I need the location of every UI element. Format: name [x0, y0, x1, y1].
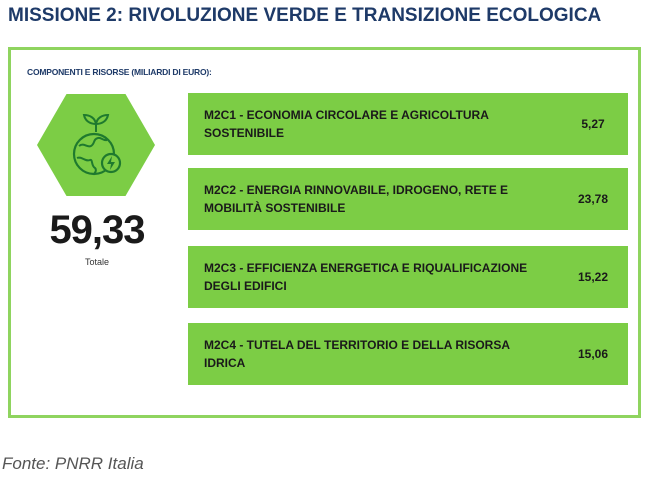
- row-value: 5,27: [581, 117, 605, 131]
- panel-subtitle: COMPONENTI E RISORSE (MILIARDI DI EURO):: [27, 67, 212, 77]
- eco-earth-energy-icon: [72, 113, 122, 176]
- row-label: M2C2 - ENERGIA RINNOVABILE, IDROGENO, RE…: [204, 183, 509, 215]
- table-row: M2C1 - ECONOMIA CIRCOLARE E AGRICOLTURA …: [188, 93, 628, 155]
- total-value: 59,33: [49, 208, 145, 252]
- row-value: 23,78: [577, 192, 609, 206]
- table-row: M2C2 - ENERGIA RINNOVABILE, IDROGENO, RE…: [188, 168, 628, 230]
- page-title: MISSIONE 2: RIVOLUZIONE VERDE E TRANSIZI…: [8, 5, 602, 26]
- hexagon-badge: [37, 94, 155, 196]
- total-label: Totale: [84, 257, 110, 267]
- infographic-panel: COMPONENTI E RISORSE (MILIARDI DI EURO):…: [8, 47, 641, 418]
- source-note: Fonte: PNRR Italia: [2, 454, 144, 473]
- row-label: M2C1 - ECONOMIA CIRCOLARE E AGRICOLTURA …: [204, 108, 489, 140]
- row-label: M2C3 - EFFICIENZA ENERGETICA E RIQUALIFI…: [204, 261, 528, 293]
- table-row: M2C3 - EFFICIENZA ENERGETICA E RIQUALIFI…: [188, 246, 628, 308]
- row-value: 15,22: [577, 270, 609, 284]
- row-value: 15,06: [577, 347, 609, 361]
- table-row: M2C4 - TUTELA DEL TERRITORIO E DELLA RIS…: [188, 323, 628, 385]
- row-label: M2C4 - TUTELA DEL TERRITORIO E DELLA RIS…: [204, 338, 510, 370]
